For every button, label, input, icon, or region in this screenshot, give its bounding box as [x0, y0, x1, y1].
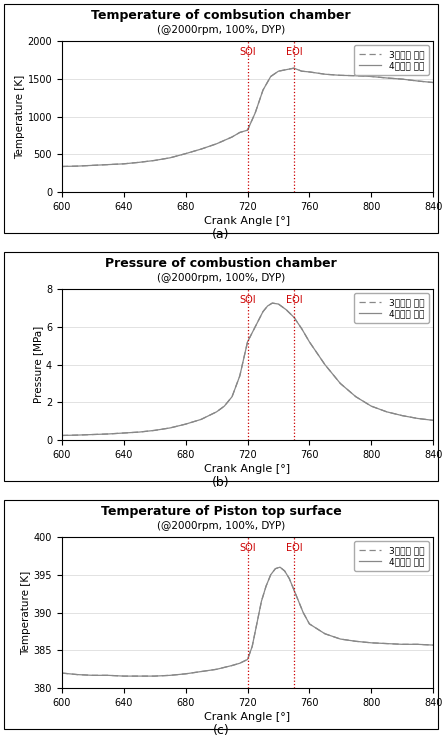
Text: EOI: EOI — [286, 47, 302, 57]
Text: EOI: EOI — [286, 543, 302, 553]
Y-axis label: Temperature [K]: Temperature [K] — [21, 571, 31, 655]
Text: (c): (c) — [213, 724, 229, 737]
Y-axis label: Temperature [K]: Temperature [K] — [15, 74, 25, 158]
Legend: 3차년도 모델, 4차년도 모델: 3차년도 모델, 4차년도 모델 — [354, 542, 429, 571]
Text: (@2000rpm, 100%, DYP): (@2000rpm, 100%, DYP) — [157, 25, 285, 35]
Text: Pressure of combustion chamber: Pressure of combustion chamber — [105, 257, 337, 270]
Text: EOI: EOI — [286, 295, 302, 305]
Legend: 3차년도 모델, 4차년도 모델: 3차년도 모델, 4차년도 모델 — [354, 45, 429, 75]
Text: SOI: SOI — [239, 47, 256, 57]
Text: (b): (b) — [212, 475, 230, 489]
Text: (@2000rpm, 100%, DYP): (@2000rpm, 100%, DYP) — [157, 273, 285, 283]
Text: Temperature of Piston top surface: Temperature of Piston top surface — [101, 505, 341, 519]
Text: (@2000rpm, 100%, DYP): (@2000rpm, 100%, DYP) — [157, 521, 285, 531]
Text: SOI: SOI — [239, 295, 256, 305]
X-axis label: Crank Angle [°]: Crank Angle [°] — [205, 216, 290, 226]
X-axis label: Crank Angle [°]: Crank Angle [°] — [205, 464, 290, 474]
Text: SOI: SOI — [239, 543, 256, 553]
X-axis label: Crank Angle [°]: Crank Angle [°] — [205, 712, 290, 722]
Y-axis label: Pressure [MPa]: Pressure [MPa] — [33, 326, 43, 403]
Text: Temperature of combsution chamber: Temperature of combsution chamber — [91, 10, 351, 22]
Legend: 3차년도 모델, 4차년도 모델: 3차년도 모델, 4차년도 모델 — [354, 293, 429, 323]
Text: (a): (a) — [212, 228, 230, 240]
